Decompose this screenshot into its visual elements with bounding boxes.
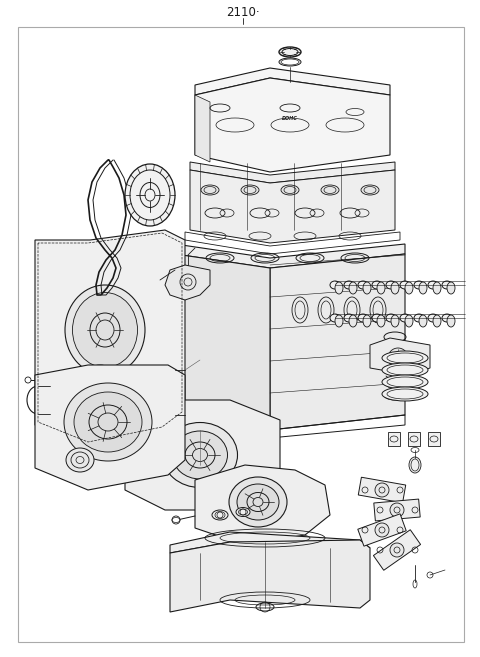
Ellipse shape bbox=[433, 282, 441, 294]
Circle shape bbox=[172, 516, 180, 524]
Ellipse shape bbox=[363, 282, 371, 294]
Ellipse shape bbox=[428, 281, 438, 289]
Polygon shape bbox=[373, 530, 420, 570]
Polygon shape bbox=[270, 254, 405, 430]
Ellipse shape bbox=[335, 282, 343, 294]
Ellipse shape bbox=[400, 281, 410, 289]
Ellipse shape bbox=[330, 314, 340, 322]
Polygon shape bbox=[165, 265, 210, 300]
Ellipse shape bbox=[236, 507, 250, 516]
Ellipse shape bbox=[72, 292, 137, 367]
Polygon shape bbox=[374, 499, 420, 521]
Circle shape bbox=[390, 503, 404, 517]
Polygon shape bbox=[170, 540, 370, 612]
Ellipse shape bbox=[363, 315, 371, 327]
Polygon shape bbox=[358, 477, 406, 503]
Ellipse shape bbox=[391, 315, 399, 327]
Text: 2110·: 2110· bbox=[226, 5, 260, 18]
Polygon shape bbox=[195, 465, 330, 545]
Ellipse shape bbox=[372, 314, 382, 322]
Ellipse shape bbox=[279, 58, 301, 66]
Ellipse shape bbox=[377, 315, 385, 327]
Ellipse shape bbox=[419, 282, 427, 294]
Ellipse shape bbox=[344, 314, 354, 322]
Ellipse shape bbox=[330, 281, 340, 289]
Ellipse shape bbox=[163, 422, 238, 487]
Ellipse shape bbox=[433, 315, 441, 327]
Ellipse shape bbox=[372, 281, 382, 289]
Ellipse shape bbox=[442, 281, 452, 289]
Polygon shape bbox=[125, 400, 280, 510]
Ellipse shape bbox=[386, 281, 396, 289]
Ellipse shape bbox=[361, 185, 379, 195]
Polygon shape bbox=[388, 432, 400, 446]
Ellipse shape bbox=[229, 477, 287, 527]
Circle shape bbox=[25, 377, 31, 383]
Ellipse shape bbox=[405, 282, 413, 294]
Ellipse shape bbox=[335, 315, 343, 327]
Ellipse shape bbox=[414, 314, 424, 322]
Polygon shape bbox=[408, 432, 420, 446]
Circle shape bbox=[375, 483, 389, 497]
Polygon shape bbox=[190, 170, 395, 243]
Ellipse shape bbox=[344, 281, 354, 289]
Ellipse shape bbox=[382, 363, 428, 377]
Ellipse shape bbox=[428, 314, 438, 322]
Ellipse shape bbox=[358, 314, 368, 322]
Polygon shape bbox=[170, 532, 370, 553]
Ellipse shape bbox=[78, 365, 122, 415]
Ellipse shape bbox=[382, 387, 428, 401]
Polygon shape bbox=[175, 254, 270, 430]
Ellipse shape bbox=[391, 282, 399, 294]
Ellipse shape bbox=[321, 185, 339, 195]
Ellipse shape bbox=[382, 375, 428, 389]
Polygon shape bbox=[190, 162, 395, 183]
Ellipse shape bbox=[349, 315, 357, 327]
Ellipse shape bbox=[237, 484, 279, 520]
Ellipse shape bbox=[386, 314, 396, 322]
Ellipse shape bbox=[279, 47, 301, 57]
Ellipse shape bbox=[400, 314, 410, 322]
Ellipse shape bbox=[65, 285, 145, 375]
Ellipse shape bbox=[419, 315, 427, 327]
Polygon shape bbox=[35, 365, 185, 490]
Ellipse shape bbox=[66, 448, 94, 472]
Ellipse shape bbox=[74, 392, 142, 452]
Circle shape bbox=[375, 523, 389, 537]
Text: DOHC: DOHC bbox=[282, 116, 298, 120]
Ellipse shape bbox=[442, 314, 452, 322]
Ellipse shape bbox=[281, 185, 299, 195]
Circle shape bbox=[390, 543, 404, 557]
Ellipse shape bbox=[382, 351, 428, 365]
Ellipse shape bbox=[405, 315, 413, 327]
Ellipse shape bbox=[447, 315, 455, 327]
Ellipse shape bbox=[447, 282, 455, 294]
Ellipse shape bbox=[414, 281, 424, 289]
Polygon shape bbox=[358, 514, 406, 546]
Polygon shape bbox=[195, 95, 210, 162]
Ellipse shape bbox=[125, 164, 175, 226]
Polygon shape bbox=[428, 432, 440, 446]
Ellipse shape bbox=[358, 281, 368, 289]
Polygon shape bbox=[45, 408, 80, 440]
Polygon shape bbox=[195, 68, 390, 95]
Circle shape bbox=[388, 348, 408, 368]
Polygon shape bbox=[370, 338, 430, 375]
Ellipse shape bbox=[172, 431, 228, 479]
Ellipse shape bbox=[64, 383, 152, 461]
Ellipse shape bbox=[212, 510, 228, 520]
Polygon shape bbox=[195, 78, 390, 172]
Polygon shape bbox=[175, 244, 405, 268]
Ellipse shape bbox=[377, 282, 385, 294]
Ellipse shape bbox=[349, 282, 357, 294]
Ellipse shape bbox=[201, 185, 219, 195]
Ellipse shape bbox=[241, 185, 259, 195]
Polygon shape bbox=[35, 230, 185, 445]
Ellipse shape bbox=[409, 457, 421, 473]
